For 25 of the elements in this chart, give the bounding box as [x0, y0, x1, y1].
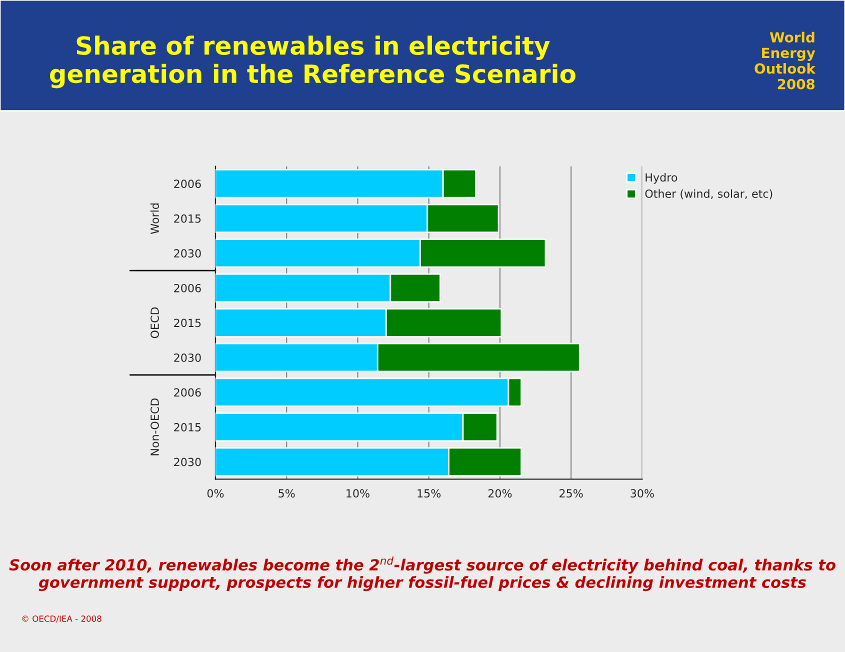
text: OECD	[150, 307, 159, 338]
x-tick-label: 20%	[488, 489, 512, 498]
y-tick-label: 2030	[174, 458, 201, 466]
y-tick-label: 2015	[174, 318, 201, 328]
legend-label: Other (wind, solar, etc)	[645, 189, 772, 200]
y-tick-label: 2030	[174, 353, 201, 362]
y-tick-label: 2006	[174, 180, 201, 188]
text: Soon after 2010, renewables become the 2$^{nd}$-largest source of electricity behind coal, thanks to government support, prospects for higher fossil-fuel prices & declining investment costs	[9, 556, 836, 592]
y-tick-label: 2006	[174, 284, 201, 292]
y-tick-label: 2030	[174, 249, 201, 258]
x-tick-label: 25%	[560, 489, 583, 498]
legend-label: Hydro	[646, 173, 678, 184]
y-tick-label: 2015	[174, 214, 201, 223]
text: World	[150, 204, 159, 234]
x-tick-label: 15%	[418, 489, 441, 498]
x-tick-label: 30%	[630, 489, 654, 498]
text: Non-OECD	[150, 398, 159, 456]
y-tick-label: 2015	[174, 423, 201, 432]
x-tick-label: 10%	[346, 489, 370, 498]
y-tick-label: 2006	[174, 388, 201, 397]
chart-title: Share of renewables in electricity generation in the Reference Scenario	[50, 36, 576, 88]
text: World Energy Outlook 2008	[754, 32, 816, 90]
x-tick-label: 5%	[278, 489, 295, 498]
text: © OECD/IEA - 2008	[22, 616, 102, 622]
x-tick-label: 0%	[207, 489, 224, 498]
